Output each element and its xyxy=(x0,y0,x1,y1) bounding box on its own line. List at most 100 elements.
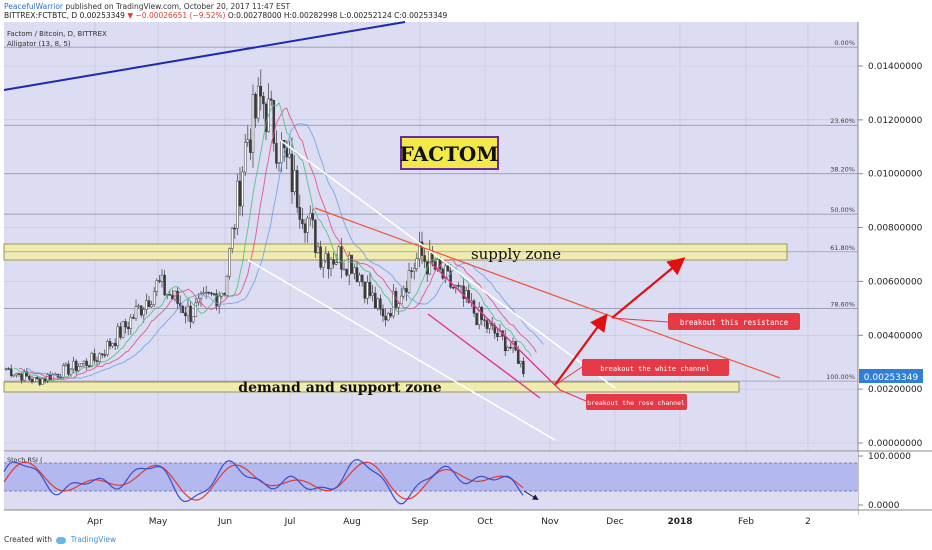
candle-body xyxy=(277,162,281,164)
candle-body xyxy=(311,213,315,221)
candle-body xyxy=(477,306,481,325)
main-pane xyxy=(4,22,858,451)
candle-body xyxy=(147,300,151,307)
candle-body xyxy=(353,267,356,274)
candle-body xyxy=(350,254,354,274)
candle-body xyxy=(246,139,250,143)
candle-body xyxy=(106,341,109,356)
candle-body xyxy=(98,353,101,362)
candle-body xyxy=(446,265,450,272)
chart-legend-title: Factom / Bitcoin, D, BITTREX xyxy=(7,30,107,38)
candle-body xyxy=(412,268,416,272)
rose-channel-upper xyxy=(429,261,561,391)
time-axis[interactable] xyxy=(4,510,858,530)
candle-body xyxy=(43,378,47,382)
candle-body xyxy=(67,363,70,375)
candle-body xyxy=(319,246,322,268)
breakout-resistance-box xyxy=(668,313,800,330)
price-tick-label: 0.00200000 xyxy=(868,385,923,395)
price-tick-label: 0.00600000 xyxy=(868,277,923,287)
candle-body xyxy=(103,354,107,356)
tradingview-logo-icon xyxy=(56,536,67,544)
candle-body xyxy=(451,286,455,289)
candle-body xyxy=(384,315,387,321)
candle-body xyxy=(22,371,26,381)
candle-body xyxy=(210,292,213,295)
candle-body xyxy=(225,275,229,296)
breakout-resistance-label: breakout this resistance xyxy=(680,318,789,327)
rsi-legend: Stoch RSI ( xyxy=(7,456,43,464)
candle-body xyxy=(459,285,463,288)
candle-body xyxy=(405,288,408,293)
candle-body xyxy=(77,366,81,371)
candle-body xyxy=(472,300,476,314)
candle-body xyxy=(262,95,265,105)
candle-body xyxy=(516,349,520,364)
candle-body xyxy=(202,292,205,294)
candle-body xyxy=(74,360,78,371)
time-tick-label: Sep xyxy=(412,517,429,527)
candle-body xyxy=(186,305,190,317)
candle-body xyxy=(269,98,273,101)
candle-body xyxy=(204,291,208,294)
candle-body xyxy=(184,312,187,317)
candle-body xyxy=(464,290,468,299)
candle-body xyxy=(420,241,424,256)
candle-body xyxy=(423,255,426,262)
candle-body xyxy=(288,153,291,158)
demand-zone-label: demand and support zone xyxy=(238,380,441,396)
candle-body xyxy=(191,316,195,323)
candle-body xyxy=(457,285,460,287)
candle-body xyxy=(295,170,299,208)
candle-body xyxy=(306,217,309,233)
candle-body xyxy=(238,180,242,207)
candle-body xyxy=(397,303,400,308)
candle-body xyxy=(407,270,411,293)
created-with-text: Created with xyxy=(4,535,52,544)
time-tick-label: May xyxy=(149,517,168,527)
candle-body xyxy=(129,317,133,329)
candle-body xyxy=(38,378,42,385)
current-price-label: 0.00253349 xyxy=(864,373,919,383)
demand-zone-box xyxy=(3,381,740,393)
candle-body xyxy=(241,171,244,207)
price-tick-label: 0.00800000 xyxy=(868,224,923,234)
candle-body xyxy=(399,295,403,304)
candle-body xyxy=(189,305,192,323)
candle-body xyxy=(160,274,164,282)
candle-body xyxy=(386,313,390,321)
candle-body xyxy=(290,153,294,193)
fib-level-label: 0.00% xyxy=(834,39,855,47)
candle-body xyxy=(230,227,234,249)
rsi-arrow xyxy=(523,490,539,501)
time-axis-labels: Apr May Jun Jul Aug Sep Oct Nov Dec 2018 Feb 2 xyxy=(87,517,811,527)
candle-body xyxy=(340,246,343,270)
candle-body xyxy=(72,360,75,370)
tradingview-brand[interactable]: TradingView xyxy=(70,535,117,544)
candle-body xyxy=(82,360,86,365)
candle-body xyxy=(108,341,112,347)
candle-body xyxy=(35,377,39,380)
candle-body xyxy=(80,363,83,367)
candle-body xyxy=(308,213,312,219)
candle-body xyxy=(347,254,351,276)
candle-body xyxy=(132,317,135,319)
candle-body xyxy=(371,292,374,296)
candle-body xyxy=(142,309,146,316)
connector-resistance xyxy=(611,317,669,323)
candle-body xyxy=(4,368,8,370)
fib-level-label: 61.80% xyxy=(830,244,855,252)
blue-trend-line xyxy=(3,21,406,91)
candle-body xyxy=(301,219,304,225)
author-link[interactable]: PeacefulWarrior xyxy=(4,2,64,11)
candle-body xyxy=(168,294,172,296)
candle-body xyxy=(488,323,491,329)
candle-body xyxy=(212,293,216,295)
candle-body xyxy=(33,377,36,383)
candle-body xyxy=(85,360,88,367)
candle-body xyxy=(314,219,317,254)
candle-body xyxy=(61,365,65,379)
candle-body xyxy=(217,295,221,307)
ohlc-values: O:0.00278000 H:0.00282998 L:0.00252124 C… xyxy=(227,11,448,20)
